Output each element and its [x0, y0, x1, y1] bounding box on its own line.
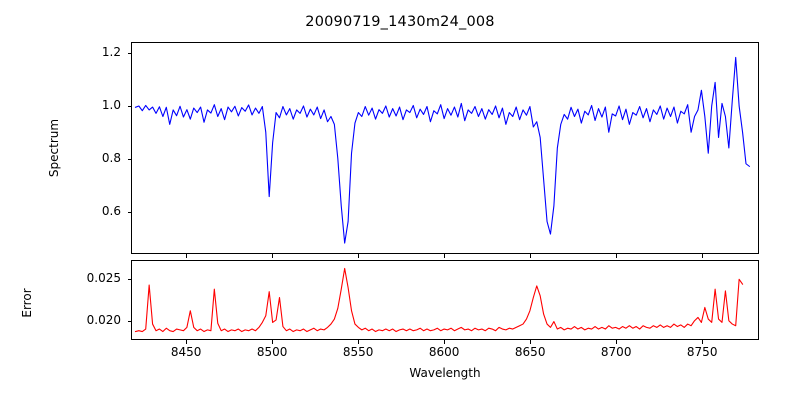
- y-tick-label-text: 0.6: [101, 203, 121, 218]
- x-tick-mark: [530, 254, 532, 258]
- error-plot-area: [131, 260, 759, 340]
- spectrum-axis-title: Spectrum: [47, 118, 61, 178]
- spectrum-line-series: [132, 43, 758, 253]
- y-tick-mark: [127, 52, 131, 54]
- y-tick-label-text: 1.2: [101, 44, 121, 59]
- x-tick-mark: [616, 254, 618, 258]
- error-axis-title: Error: [20, 288, 34, 318]
- x-tick-mark: [530, 340, 532, 344]
- x-tick-mark: [186, 340, 188, 344]
- x-tick-label: 8700: [600, 345, 632, 359]
- page-title: 20090719_1430m24_008: [305, 14, 495, 30]
- x-tick-mark: [616, 340, 618, 344]
- y-tick-mark: [127, 105, 131, 107]
- y-tick-mark: [127, 321, 131, 323]
- x-tick-mark: [186, 254, 188, 258]
- y-tick-label-text: 0.020: [86, 313, 121, 328]
- x-tick-label: 8600: [428, 345, 460, 359]
- y-tick-mark: [127, 158, 131, 160]
- x-tick-mark: [358, 340, 360, 344]
- y-tick-mark: [127, 211, 131, 213]
- x-tick-mark: [702, 254, 704, 258]
- x-tick-mark: [444, 340, 446, 344]
- y-tick-label-text: 0.8: [101, 150, 121, 165]
- x-tick-label: 8650: [514, 345, 546, 359]
- error-line-series: [132, 261, 758, 339]
- x-tick-label: 8750: [686, 345, 718, 359]
- spectrum-plot-area: [131, 42, 759, 254]
- x-tick-mark: [272, 340, 274, 344]
- x-tick-mark: [358, 254, 360, 258]
- y-tick-mark: [127, 278, 131, 280]
- y-tick-label-text: 0.025: [86, 270, 121, 285]
- x-tick-mark: [272, 254, 274, 258]
- x-tick-mark: [702, 340, 704, 344]
- x-axis-title: Wavelength: [409, 366, 481, 380]
- x-tick-mark: [444, 254, 446, 258]
- x-tick-label: 8500: [256, 345, 288, 359]
- y-tick-label-text: 1.0: [101, 97, 121, 112]
- x-tick-label: 8550: [342, 345, 374, 359]
- x-tick-label: 8450: [170, 345, 202, 359]
